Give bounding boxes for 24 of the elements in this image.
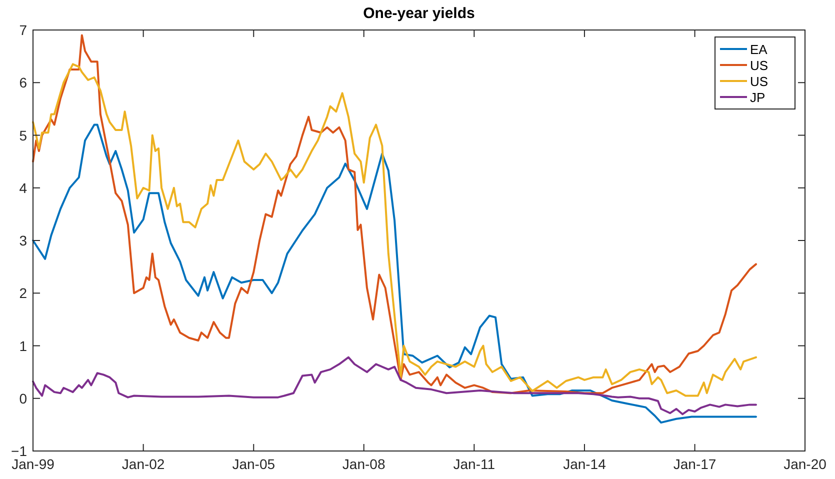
y-tick-label: −1 — [11, 443, 28, 459]
y-tick-label: 6 — [19, 74, 28, 91]
x-tick-label: Jan-05 — [232, 456, 276, 472]
y-tick-label: 5 — [19, 127, 28, 144]
x-tick-label: Jan-20 — [784, 456, 827, 472]
y-tick-label: 3 — [19, 232, 28, 248]
x-tick-label: Jan-14 — [563, 456, 606, 472]
legend-label: JP — [750, 90, 766, 105]
y-tick-label: 1 — [19, 338, 28, 354]
legend-label: US — [750, 58, 768, 73]
line-series — [32, 356, 757, 416]
y-tick-label: 4 — [19, 180, 28, 196]
chart-title: One-year yields — [363, 5, 475, 22]
legend-label: US — [750, 74, 768, 89]
x-tick-label: Jan-02 — [122, 456, 165, 472]
legend-label: EA — [750, 42, 768, 57]
line-series — [32, 124, 757, 424]
x-tick-label: Jan-08 — [342, 456, 386, 472]
y-tick-label: 7 — [19, 22, 28, 38]
x-tick-label: Jan-99 — [12, 456, 55, 472]
y-tick-label: 0 — [19, 390, 28, 406]
y-tick-label: 2 — [19, 285, 28, 302]
x-tick-label: Jan-11 — [453, 456, 496, 472]
x-tick-label: Jan-17 — [673, 456, 716, 472]
